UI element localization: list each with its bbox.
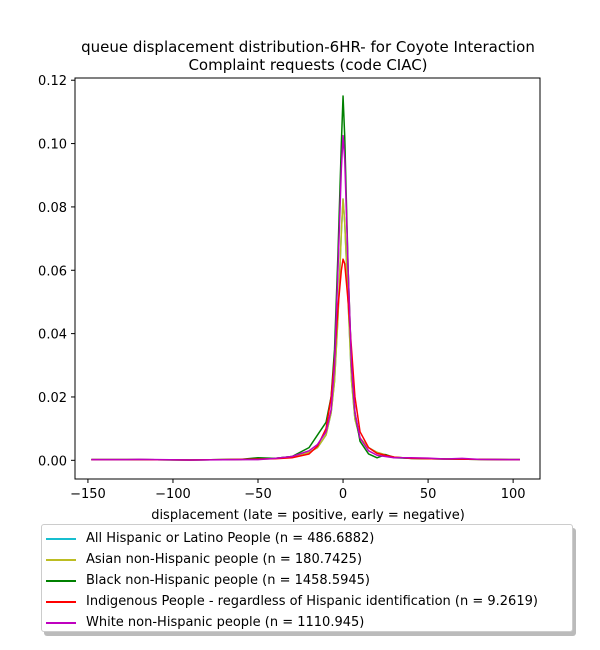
legend: All Hispanic or Latino People (n = 486.6… [41, 524, 573, 632]
legend-label: Asian non-Hispanic people (n = 180.7425) [86, 552, 363, 567]
legend-item: White non-Hispanic people (n = 1110.945) [46, 612, 572, 633]
plot-frame [74, 77, 541, 480]
legend-label: Black non-Hispanic people (n = 1458.5945… [86, 573, 370, 588]
x-axis-label: displacement (late = positive, early = n… [151, 508, 465, 523]
legend-line-swatch [46, 621, 76, 624]
series-line-3 [91, 258, 520, 461]
y-tick-label: 0.06 [38, 264, 67, 279]
legend-label: Indigenous People - regardless of Hispan… [86, 594, 538, 609]
legend-item: Asian non-Hispanic people (n = 180.7425) [46, 549, 572, 570]
x-tick-label: −150 [70, 487, 106, 502]
y-tick-label: 0.02 [38, 391, 67, 406]
legend-label: White non-Hispanic people (n = 1110.945) [86, 615, 365, 630]
x-axis-ticks: −150 −100 −50 0 50 100 [70, 479, 526, 502]
series-line-4 [91, 134, 520, 461]
series-line-1 [91, 198, 520, 461]
x-tick-label: −100 [155, 487, 191, 502]
series-line-2 [91, 95, 520, 461]
y-tick-label: 0.04 [38, 328, 67, 343]
series-lines [91, 95, 520, 461]
y-axis-ticks: 0.00 0.02 0.04 0.06 0.08 0.10 0.12 [38, 74, 75, 469]
y-tick-label: 0.10 [38, 138, 67, 153]
x-tick-label: −50 [244, 487, 271, 502]
legend-line-swatch [46, 600, 76, 603]
legend-line-swatch [46, 537, 76, 540]
y-tick-label: 0.00 [38, 454, 67, 469]
y-tick-label: 0.12 [38, 74, 67, 89]
legend-line-swatch [46, 558, 76, 561]
legend-label: All Hispanic or Latino People (n = 486.6… [86, 531, 375, 546]
y-tick-label: 0.08 [38, 201, 67, 216]
series-line-0 [91, 198, 520, 461]
x-tick-label: 50 [420, 487, 437, 502]
x-tick-label: 0 [339, 487, 347, 502]
legend-item: Black non-Hispanic people (n = 1458.5945… [46, 570, 572, 591]
legend-line-swatch [46, 579, 76, 582]
chart-title-line-2: Complaint requests (code CIAC) [188, 56, 427, 74]
chart-title-line-1: queue displacement distribution-6HR- for… [81, 38, 535, 56]
x-tick-label: 100 [501, 487, 526, 502]
legend-item: Indigenous People - regardless of Hispan… [46, 591, 572, 612]
legend-item: All Hispanic or Latino People (n = 486.6… [46, 528, 572, 549]
